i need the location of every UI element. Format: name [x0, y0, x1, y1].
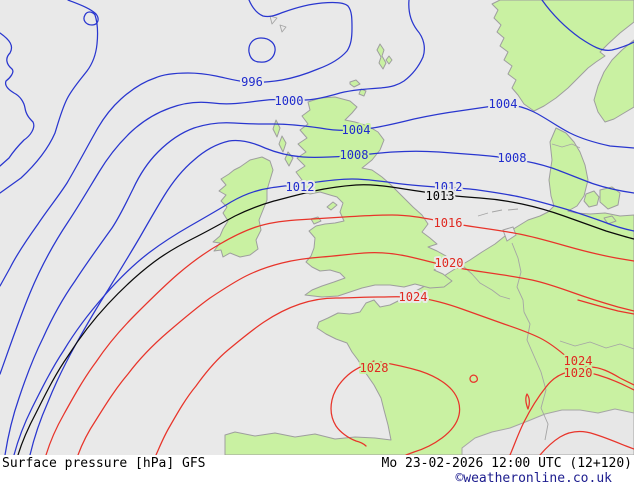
- isobar-pocket-small-1: [469, 374, 478, 383]
- map-parameter-label: Surface pressure [hPa] GFS: [2, 456, 206, 471]
- limfjord-line: [551, 143, 581, 149]
- wadden-islands: [477, 208, 519, 217]
- isobar-1000-norway-segment: [541, 0, 634, 52]
- status-bar: Surface pressure [hPa] GFS Mo 23-02-2026…: [0, 455, 634, 490]
- isobar-1013-line: [17, 184, 634, 455]
- status-row: Surface pressure [hPa] GFS Mo 23-02-2026…: [0, 455, 634, 471]
- shetland-islands: [376, 43, 393, 70]
- switzerland-austria-border: [559, 340, 634, 350]
- faroe-islands: [269, 15, 287, 33]
- sweden-landmass: [593, 39, 634, 123]
- isobar-label-1024: 1024: [564, 354, 593, 368]
- copyright-label: ©weatheronline.co.uk: [455, 471, 612, 486]
- isobar-996-line: [0, 0, 353, 287]
- isobar-1024-line: [155, 296, 634, 455]
- orkney-islands: [349, 79, 367, 97]
- isobar-low-center-994: [248, 37, 276, 63]
- isobar-label-1028: 1028: [360, 361, 389, 375]
- great-britain-landmass: [294, 96, 453, 298]
- isobar-1012-line: [13, 178, 634, 455]
- denmark-islands: [583, 186, 621, 225]
- isobar-label-1013: 1013: [426, 189, 455, 203]
- isobar-line-unlabeled-2: [0, 0, 99, 194]
- isobar-1008-line: [29, 139, 634, 455]
- map-datetime-label: Mo 23-02-2026 12:00 UTC (12+120): [381, 456, 632, 471]
- ijsselmeer-lake: [502, 226, 517, 242]
- isobar-label-1004: 1004: [489, 97, 518, 111]
- isobar-label-1008: 1008: [498, 151, 527, 165]
- belgium-border: [462, 265, 511, 300]
- isobar-pocket-small-2: [525, 393, 530, 410]
- norway-landmass: [491, 0, 634, 112]
- isobar-label-1016: 1016: [434, 216, 463, 230]
- isobar-label-1012: 1012: [434, 180, 463, 194]
- alps-terrain: [461, 408, 634, 455]
- isobar-label-1020: 1020: [435, 256, 464, 270]
- isobar-label-1024: 1024: [399, 290, 428, 304]
- isobar-1000-line: [0, 0, 425, 375]
- ireland-landmass: [212, 156, 274, 258]
- isobar-label-996: 996: [241, 75, 263, 89]
- isobar-1028-line: [330, 360, 461, 455]
- isobar-label-1000: 1000: [275, 94, 304, 108]
- isobar-label-1012: 1012: [286, 180, 315, 194]
- isle-of-man: [326, 201, 338, 211]
- isobar-label-1008: 1008: [340, 148, 369, 162]
- isobar-1016-line: [45, 214, 634, 455]
- isobar-label-1004: 1004: [342, 123, 371, 137]
- isobar-line-unlabeled-1: [0, 32, 35, 167]
- isobar-1020-southeast-line: [509, 370, 634, 455]
- isobar-1020-line: [77, 252, 634, 455]
- isobar-alps-segment: [539, 430, 634, 455]
- isobar-label-1020: 1020: [564, 366, 593, 380]
- isobar-1004-line: [4, 104, 634, 455]
- netherlands-germany-border: [511, 242, 525, 313]
- rhine-border: [523, 311, 549, 441]
- isobar-red-segment-northeast: [577, 299, 634, 315]
- continent-landmass: [224, 127, 634, 455]
